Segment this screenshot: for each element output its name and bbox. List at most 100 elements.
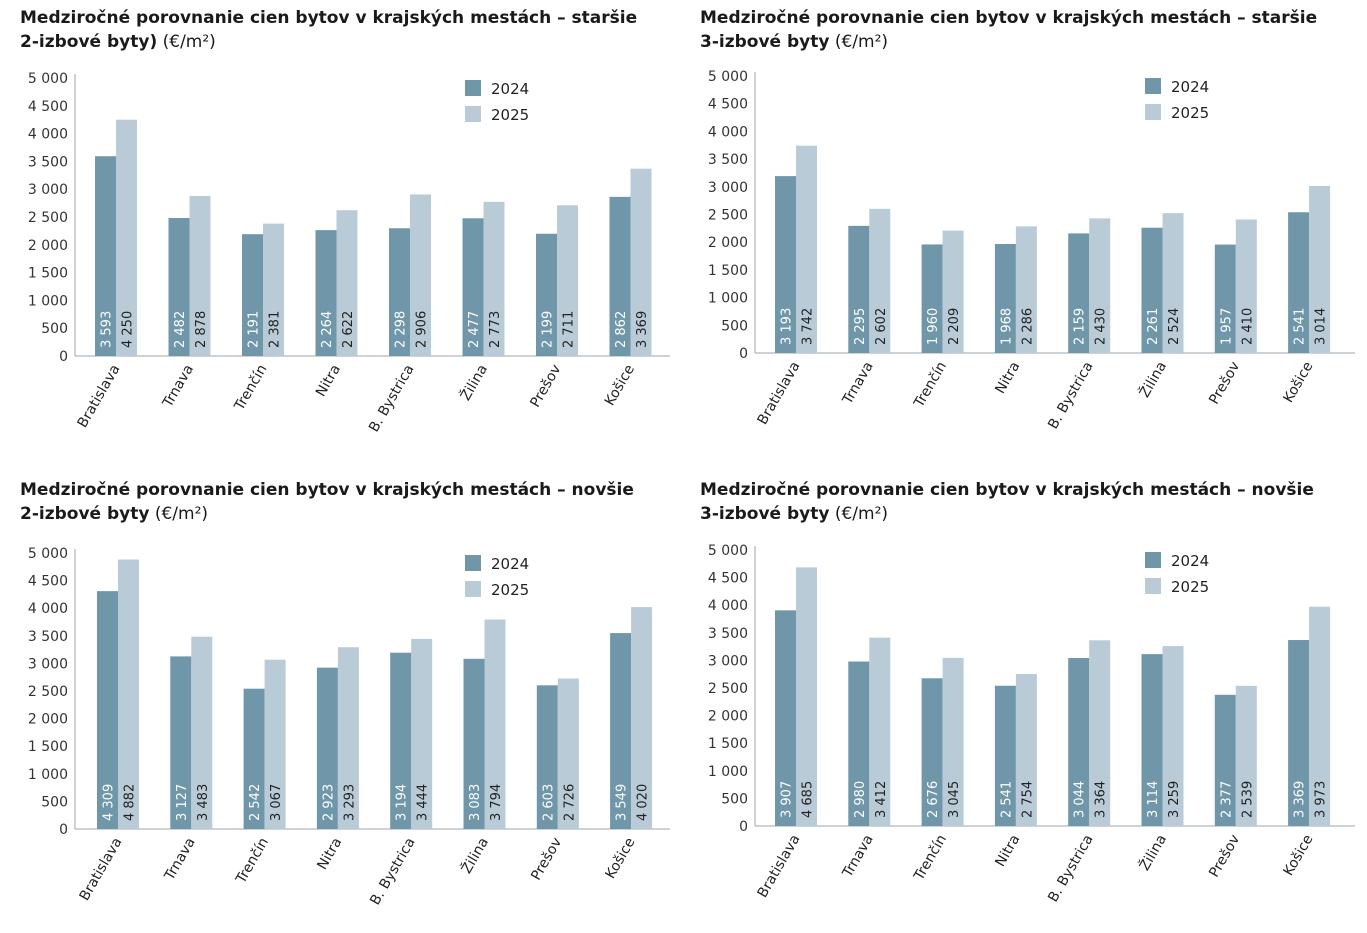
bar-2025	[189, 195, 211, 356]
category-label: B. Bystrica	[1045, 359, 1096, 432]
category-label: Trnava	[839, 832, 877, 881]
bar-value-label: 3 194	[395, 784, 410, 821]
bar-value-label: 3 293	[342, 784, 357, 821]
y-tick-label: 3 500	[708, 626, 748, 642]
bar-chart: 0 500 1 000 1 500 2 000 2 500 3 000 3 500 4 000 4…	[28, 546, 670, 908]
category-label: B. Bystrica	[366, 362, 417, 435]
y-tick-label: 1 000	[708, 291, 748, 307]
bar-2025	[942, 657, 964, 826]
bar-value-label: 2 726	[562, 784, 577, 821]
bar-2024	[609, 196, 631, 356]
y-tick-label: 1 500	[28, 739, 68, 755]
category-label: Trenčín	[231, 362, 270, 414]
category-label: B. Bystrica	[367, 835, 418, 908]
bar-2025	[796, 145, 817, 353]
bar-2024	[1068, 657, 1090, 826]
bar-2025	[1162, 646, 1184, 826]
bar-value-label: 2 711	[562, 311, 577, 348]
bar-chart: 0 500 1 000 1 500 2 000 2 500 3 000 3 500 4 000 4…	[708, 69, 1355, 432]
bar-2024	[97, 591, 118, 829]
bar-2024	[1214, 244, 1236, 353]
y-tick-label: 0	[59, 822, 68, 838]
bar-value-label: 2 906	[415, 311, 430, 348]
category-label: Trnava	[839, 359, 877, 408]
bar-value-label: 2 622	[341, 311, 356, 348]
bar-2024	[775, 176, 796, 353]
bar-2025	[1235, 685, 1257, 826]
chart-title-line2: 2-izbové byty	[20, 504, 150, 524]
bar-2025	[336, 210, 358, 356]
bar-value-label: 4 250	[121, 311, 136, 348]
category-label: Trnava	[161, 835, 199, 884]
bar-2025	[1089, 640, 1111, 826]
bar-value-label: 3 593	[100, 311, 115, 348]
bar-value-label: 2 159	[1073, 308, 1088, 345]
bar-value-label: 2 773	[488, 311, 503, 348]
bar-value-label: 2 430	[1094, 308, 1109, 345]
chart-panel-older-2-room: Medziročné porovnanie cien bytov v krajs…	[20, 6, 690, 461]
y-tick-label: 3 000	[708, 180, 748, 196]
category-label: Nitra	[992, 359, 1023, 397]
category-label: Košice	[602, 362, 638, 409]
y-tick-label: 5 000	[708, 543, 748, 559]
bar-value-label: 3 127	[175, 784, 190, 821]
chart-title-line2: 3-izbové byty	[700, 504, 830, 524]
category-label: Nitra	[313, 362, 344, 400]
bar-value-label: 2 539	[1240, 781, 1255, 818]
category-label: Nitra	[314, 835, 345, 873]
bar-value-label: 2 541	[1293, 308, 1308, 345]
legend-label-2024: 2024	[1171, 552, 1209, 570]
bar-value-label: 3 907	[780, 781, 795, 818]
bar-2024	[994, 243, 1016, 353]
bar-2025	[1015, 226, 1037, 353]
chart-title-line2: 2-izbové byty)	[20, 32, 158, 52]
bar-2025	[263, 223, 284, 356]
y-tick-label: 5 000	[28, 71, 68, 87]
bar-value-label: 2 209	[947, 308, 962, 345]
legend-swatch-2025	[1145, 104, 1161, 120]
bar-value-label: 2 191	[247, 311, 262, 348]
bar-2024	[1288, 212, 1310, 353]
bar-value-label: 2 542	[248, 784, 263, 821]
bar-2024	[536, 233, 557, 356]
legend-label-2025: 2025	[1171, 104, 1209, 122]
bar-value-label: 2 923	[321, 784, 336, 821]
y-tick-label: 1 000	[708, 764, 748, 780]
bar-2025	[264, 659, 286, 829]
chart-title-line1: Medziročné porovnanie cien bytov v krajs…	[20, 8, 638, 28]
y-tick-label: 0	[739, 819, 748, 835]
bar-value-label: 1 957	[1219, 308, 1234, 345]
bar-2024	[243, 688, 265, 829]
bar-value-label: 3 044	[1073, 781, 1088, 818]
chart-unit: (€/m²)	[162, 32, 216, 52]
chart-unit: (€/m²)	[834, 504, 889, 524]
chart-title-line1: Medziročné porovnanie cien bytov v krajs…	[700, 8, 1318, 28]
y-tick-label: 4 500	[28, 574, 68, 590]
bar-2024	[848, 661, 870, 826]
bar-2025	[796, 567, 817, 826]
category-label: Prešov	[527, 362, 564, 410]
bar-value-label: 2 862	[614, 311, 629, 348]
bar-2024	[1214, 694, 1236, 826]
bar-2025	[942, 230, 964, 353]
bar-2025	[411, 638, 433, 829]
legend-swatch-2024	[465, 80, 481, 96]
bar-2025	[191, 636, 213, 829]
bar-value-label: 3 193	[780, 308, 795, 345]
bar-chart: 0 500 1 000 1 500 2 000 2 500 3 000 3 500 4 000 4…	[28, 71, 670, 435]
y-tick-label: 2 000	[28, 238, 68, 254]
category-label: Trenčín	[911, 832, 950, 884]
bar-2025	[1309, 606, 1331, 826]
bar-2024	[610, 633, 632, 829]
chart-unit: (€/m²)	[834, 32, 889, 52]
category-label: Trnava	[159, 362, 197, 411]
y-tick-label: 500	[41, 794, 68, 810]
bar-value-label: 3 483	[196, 784, 211, 821]
bar-value-label: 2 603	[541, 784, 556, 821]
bar-value-label: 2 286	[1020, 308, 1035, 345]
bar-value-label: 2 482	[173, 311, 188, 348]
bar-value-label: 2 261	[1146, 308, 1161, 345]
category-label: Prešov	[1206, 359, 1243, 407]
chart-unit: (€/m²)	[154, 504, 209, 524]
legend-swatch-2024	[465, 555, 481, 571]
